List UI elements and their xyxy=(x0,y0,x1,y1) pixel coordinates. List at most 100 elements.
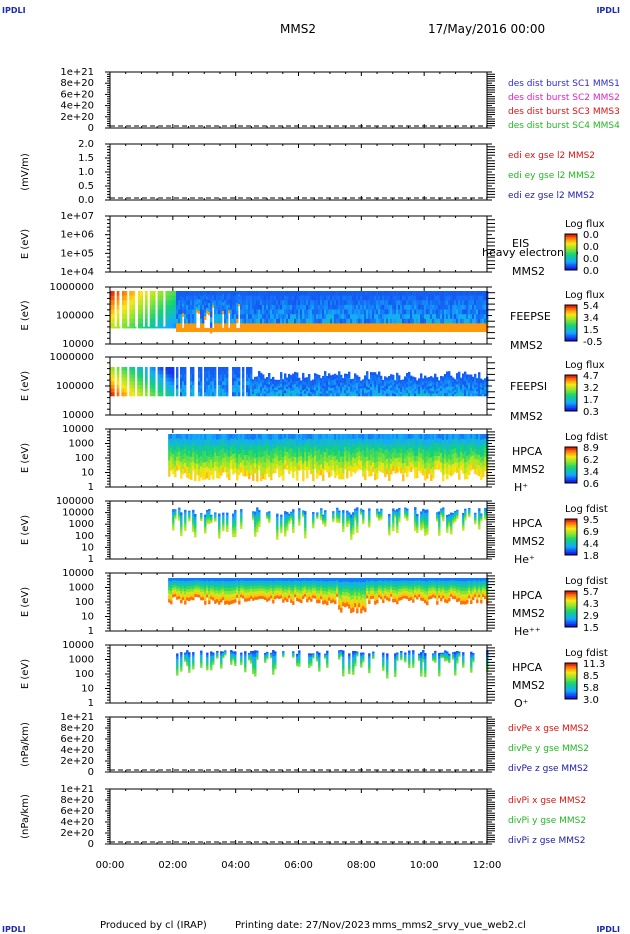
heatmap-cell xyxy=(456,328,459,333)
heatmap-cell xyxy=(442,445,445,453)
heatmap-cell xyxy=(354,434,357,440)
heatmap-cell xyxy=(344,387,347,391)
heatmap-cell xyxy=(212,392,215,397)
heatmap-cell xyxy=(448,469,451,475)
colorbar-step xyxy=(565,394,577,397)
heatmap-cell xyxy=(200,439,203,446)
heatmap-cell xyxy=(254,314,257,320)
heatmap-cell xyxy=(424,388,427,392)
heatmap-cell xyxy=(368,470,371,477)
heatmap-cell xyxy=(168,300,171,306)
heatmap-cell xyxy=(282,393,285,397)
heatmap-cell xyxy=(268,300,271,306)
heatmap-cell xyxy=(398,318,401,324)
heatmap-cell xyxy=(172,385,175,389)
heatmap-cell xyxy=(212,367,215,371)
heatmap-cell xyxy=(154,318,157,324)
heatmap-cell xyxy=(446,314,449,320)
colorbar-step xyxy=(565,259,577,262)
heatmap-cell xyxy=(346,384,349,388)
heatmap-cell xyxy=(154,381,157,386)
heatmap-cell xyxy=(138,291,141,296)
heatmap-cell xyxy=(188,445,191,452)
heatmap-cell xyxy=(244,439,247,445)
heatmap-cell xyxy=(194,295,197,301)
heatmap-cell xyxy=(224,367,227,371)
heatmap-cell xyxy=(300,460,303,466)
heatmap-cell xyxy=(416,472,419,479)
heatmap-cell xyxy=(146,392,149,397)
heatmap-cell xyxy=(242,309,245,315)
heatmap-cell xyxy=(402,318,405,324)
heatmap-cell xyxy=(450,465,453,472)
heatmap-cell xyxy=(444,318,447,324)
heatmap-cell xyxy=(448,318,451,324)
heatmap-cell xyxy=(226,323,229,329)
heatmap-cell xyxy=(482,439,485,446)
heatmap-cell xyxy=(484,457,487,462)
heatmap-cell xyxy=(190,328,193,333)
heatmap-cell xyxy=(280,454,283,461)
heatmap-cell xyxy=(276,464,279,469)
heatmap-cell xyxy=(466,374,469,378)
data-gap xyxy=(155,359,158,398)
heatmap-cell xyxy=(166,370,169,375)
heatmap-cell xyxy=(446,318,449,324)
heatmap-cell xyxy=(336,434,339,440)
heatmap-cell xyxy=(470,438,473,444)
heatmap-cell xyxy=(336,439,339,445)
heatmap-cell xyxy=(470,379,473,383)
heatmap-cell xyxy=(110,318,113,324)
heatmap-cell xyxy=(438,318,441,324)
heatmap-cell xyxy=(152,291,155,296)
panel-label: heavy electron to xyxy=(482,246,579,259)
heatmap-cell xyxy=(280,309,283,315)
heatmap-cell xyxy=(286,314,289,320)
heatmap-cell xyxy=(140,295,143,301)
heatmap-cell xyxy=(158,367,161,371)
heatmap-cell xyxy=(280,323,283,329)
heatmap-cell xyxy=(468,323,471,329)
heatmap-cell xyxy=(410,466,413,472)
heatmap-cell xyxy=(110,323,113,329)
heatmap-cell xyxy=(320,459,323,465)
heatmap-cell xyxy=(234,328,237,333)
heatmap-cell xyxy=(436,442,439,448)
heatmap-cell xyxy=(126,377,129,382)
y-tick-label: 1e+05 xyxy=(60,248,94,259)
heatmap-cell xyxy=(352,387,355,390)
heatmap-cell xyxy=(322,439,325,446)
heatmap-cell xyxy=(368,323,371,329)
heatmap-cell xyxy=(250,434,253,440)
heatmap-cell xyxy=(112,385,115,389)
heatmap-cell xyxy=(332,385,335,389)
heatmap-cell xyxy=(456,291,459,296)
heatmap-cell xyxy=(256,314,259,320)
heatmap-cell xyxy=(476,464,479,471)
heatmap-cell xyxy=(428,300,431,306)
heatmap-cell xyxy=(326,390,329,394)
heatmap-cell xyxy=(288,458,291,465)
heatmap-cell xyxy=(434,323,437,329)
heatmap-cell xyxy=(456,467,459,473)
heatmap-cell xyxy=(278,444,281,451)
heatmap-cell xyxy=(470,295,473,301)
heatmap-cell xyxy=(416,444,419,451)
heatmap-cell xyxy=(356,390,359,394)
heatmap-cell xyxy=(330,383,333,386)
heatmap-cell xyxy=(352,389,355,392)
heatmap-cell xyxy=(406,381,409,385)
heatmap-cell xyxy=(448,300,451,306)
heatmap-cell xyxy=(210,367,213,371)
heatmap-cell xyxy=(320,434,323,440)
heatmap-cell xyxy=(208,388,211,393)
heatmap-cell xyxy=(478,375,481,379)
heatmap-cell xyxy=(284,314,287,320)
heatmap-cell xyxy=(236,468,239,475)
heatmap-cell xyxy=(328,291,331,296)
heatmap-cell xyxy=(324,443,327,448)
heatmap-cell xyxy=(370,454,373,461)
heatmap-cell xyxy=(430,390,433,394)
heatmap-cell xyxy=(452,328,455,333)
heatmap-cell xyxy=(460,434,463,439)
